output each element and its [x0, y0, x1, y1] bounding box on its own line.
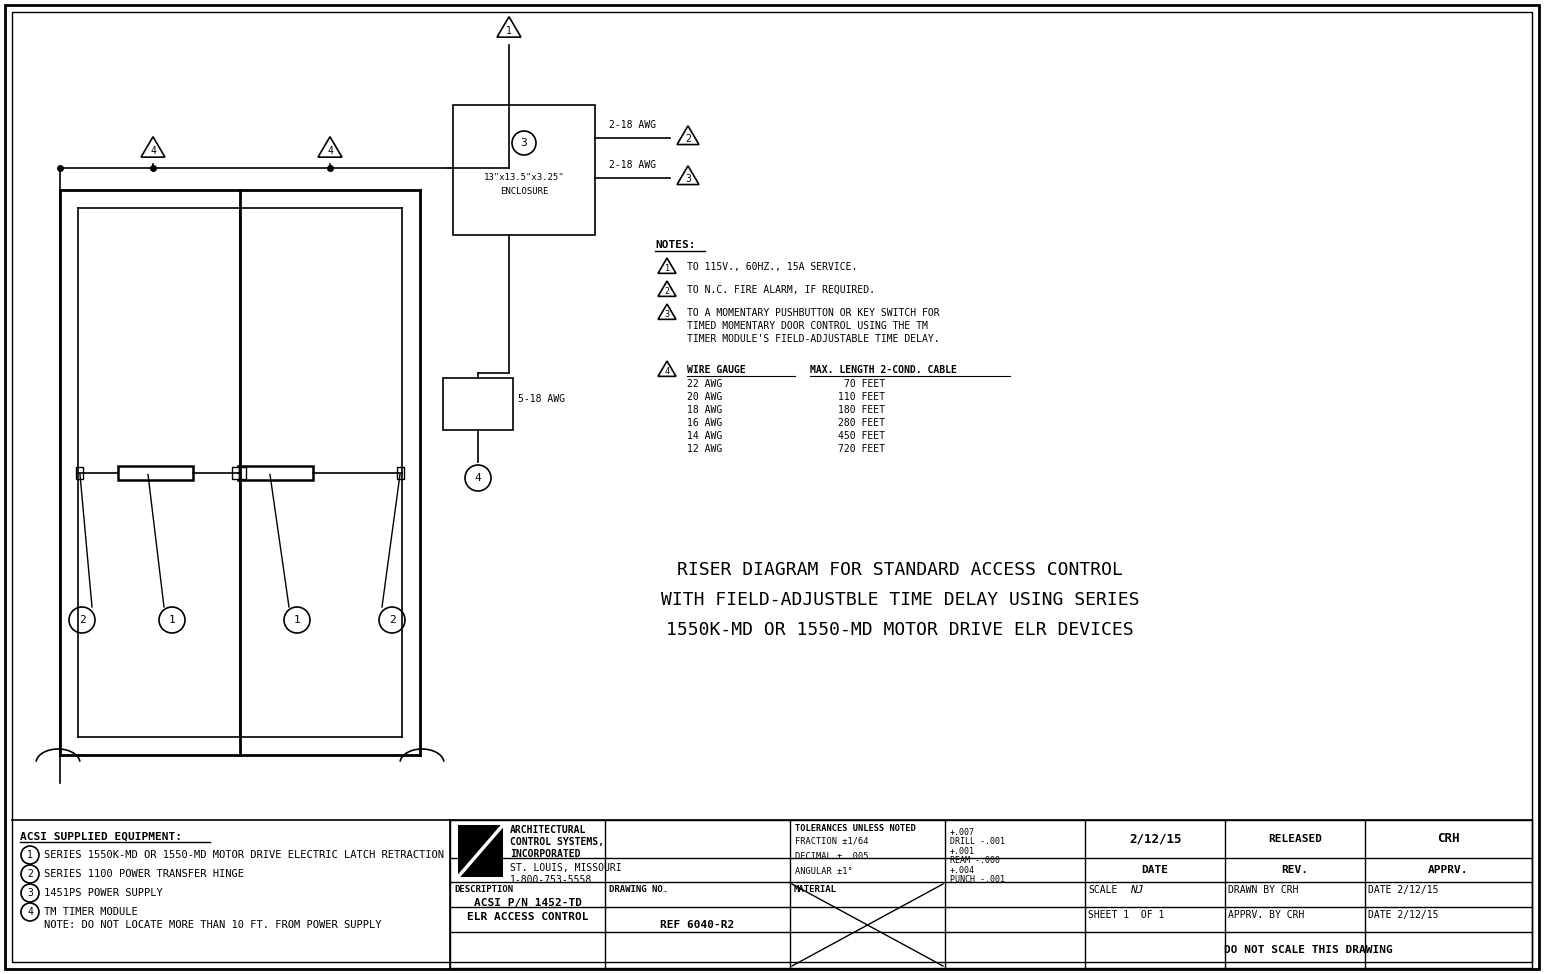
Text: RISER DIAGRAM FOR STANDARD ACCESS CONTROL: RISER DIAGRAM FOR STANDARD ACCESS CONTRO… [678, 561, 1122, 579]
Text: 720 FEET: 720 FEET [838, 444, 885, 454]
Text: +.001: +.001 [950, 847, 974, 856]
Text: DATE 2/12/15: DATE 2/12/15 [1368, 910, 1439, 920]
Text: APPRV. BY CRH: APPRV. BY CRH [1227, 910, 1305, 920]
Text: DECIMAL ± .005: DECIMAL ± .005 [795, 852, 868, 861]
Text: 14 AWG: 14 AWG [687, 431, 723, 441]
Text: ENCLOSURE: ENCLOSURE [500, 187, 548, 196]
Text: WIRE GAUGE: WIRE GAUGE [687, 365, 746, 375]
Text: REAM -.000: REAM -.000 [950, 856, 1001, 865]
Text: PUNCH -.001: PUNCH -.001 [950, 875, 1005, 884]
Text: TOLERANCES UNLESS NOTED: TOLERANCES UNLESS NOTED [795, 824, 916, 833]
Text: 1-800-753-5558: 1-800-753-5558 [510, 875, 593, 885]
Bar [459, 825, 503, 877]
Text: TM TIMER MODULE: TM TIMER MODULE [43, 907, 137, 917]
Text: 1: 1 [28, 850, 32, 860]
Text: NOTES:: NOTES: [655, 240, 695, 250]
Text: 20 AWG: 20 AWG [687, 392, 723, 402]
Text: TO A MOMENTARY PUSHBUTTON OR KEY SWITCH FOR: TO A MOMENTARY PUSHBUTTON OR KEY SWITCH … [687, 308, 940, 318]
Text: MATERIAL: MATERIAL [794, 885, 837, 894]
Text: SCALE: SCALE [1089, 885, 1118, 895]
Text: DATE 2/12/15: DATE 2/12/15 [1368, 885, 1439, 895]
Text: INCORPORATED: INCORPORATED [510, 849, 581, 859]
Text: TIMED MOMENTARY DOOR CONTROL USING THE TM: TIMED MOMENTARY DOOR CONTROL USING THE T… [687, 321, 928, 331]
Bar [459, 862, 476, 877]
Text: 22 AWG: 22 AWG [687, 379, 723, 389]
Text: 2-18 AWG: 2-18 AWG [608, 160, 656, 170]
Text: FRACTION ±1/64: FRACTION ±1/64 [795, 837, 868, 846]
Text: ANGULAR ±1°: ANGULAR ±1° [795, 867, 852, 876]
Text: TO 115V., 60HZ., 15A SERVICE.: TO 115V., 60HZ., 15A SERVICE. [687, 262, 857, 272]
Bar [76, 467, 83, 478]
Text: 180 FEET: 180 FEET [838, 405, 885, 415]
Text: DO NOT SCALE THIS DRAWING: DO NOT SCALE THIS DRAWING [1224, 945, 1393, 955]
Text: DRILL -.001: DRILL -.001 [950, 837, 1005, 846]
Text: 18 AWG: 18 AWG [687, 405, 723, 415]
Text: RELEASED: RELEASED [1268, 834, 1322, 844]
Text: 2/12/15: 2/12/15 [1129, 833, 1181, 845]
Text: 13"x13.5"x3.25": 13"x13.5"x3.25" [483, 173, 564, 182]
Text: 12 AWG: 12 AWG [687, 444, 723, 454]
Text: 4: 4 [28, 907, 32, 917]
Text: 2: 2 [389, 615, 395, 625]
Text: 450 FEET: 450 FEET [838, 431, 885, 441]
Text: 3: 3 [28, 888, 32, 898]
Text: SERIES 1100 POWER TRANSFER HINGE: SERIES 1100 POWER TRANSFER HINGE [43, 869, 244, 879]
Bar [117, 466, 193, 479]
Text: SERIES 1550K-MD OR 1550-MD MOTOR DRIVE ELECTRIC LATCH RETRACTION: SERIES 1550K-MD OR 1550-MD MOTOR DRIVE E… [43, 850, 445, 860]
Text: REF 6040-R2: REF 6040-R2 [661, 920, 735, 930]
Text: APPRV.: APPRV. [1428, 865, 1468, 875]
Text: TIMER MODULE'S FIELD-ADJUSTABLE TIME DELAY.: TIMER MODULE'S FIELD-ADJUSTABLE TIME DEL… [687, 334, 940, 344]
Bar [238, 466, 313, 479]
Text: ELR ACCESS CONTROL: ELR ACCESS CONTROL [466, 912, 588, 922]
Text: 70 FEET: 70 FEET [845, 379, 885, 389]
Text: SHEET 1  OF 1: SHEET 1 OF 1 [1089, 910, 1164, 920]
Text: 3: 3 [664, 311, 670, 319]
Text: NOTE: DO NOT LOCATE MORE THAN 10 FT. FROM POWER SUPPLY: NOTE: DO NOT LOCATE MORE THAN 10 FT. FRO… [43, 920, 381, 930]
Text: 1: 1 [664, 264, 670, 274]
Text: DESCRIPTION: DESCRIPTION [454, 885, 513, 894]
Text: 2: 2 [28, 869, 32, 879]
Text: 4: 4 [664, 367, 670, 376]
Text: 4: 4 [474, 473, 482, 483]
Text: ACSI SUPPLIED EQUIPMENT:: ACSI SUPPLIED EQUIPMENT: [20, 832, 182, 842]
Text: +.004: +.004 [950, 866, 974, 875]
Text: CRH: CRH [1437, 833, 1459, 845]
Text: 16 AWG: 16 AWG [687, 418, 723, 428]
Text: NJ: NJ [1130, 885, 1144, 895]
Bar [397, 467, 405, 478]
Text: 1: 1 [293, 615, 301, 625]
Text: 1451PS POWER SUPPLY: 1451PS POWER SUPPLY [43, 888, 162, 898]
Text: 2-18 AWG: 2-18 AWG [608, 120, 656, 130]
Text: 2: 2 [79, 615, 85, 625]
Text: 2: 2 [686, 134, 690, 144]
Text: REV.: REV. [1282, 865, 1308, 875]
Text: WITH FIELD-ADJUSTBLE TIME DELAY USING SERIES: WITH FIELD-ADJUSTBLE TIME DELAY USING SE… [661, 591, 1139, 609]
Text: DRAWING NO.: DRAWING NO. [608, 885, 669, 894]
Text: 3: 3 [686, 174, 690, 184]
Text: ST. LOUIS, MISSOURI: ST. LOUIS, MISSOURI [510, 863, 622, 873]
Text: 1550K-MD OR 1550-MD MOTOR DRIVE ELR DEVICES: 1550K-MD OR 1550-MD MOTOR DRIVE ELR DEVI… [665, 621, 1133, 639]
Text: 4: 4 [150, 146, 156, 156]
Bar [239, 467, 245, 478]
Bar [443, 378, 513, 430]
Text: ACSI P/N 1452-TD: ACSI P/N 1452-TD [474, 898, 582, 908]
Bar [232, 467, 239, 478]
Text: DRAWN BY CRH: DRAWN BY CRH [1227, 885, 1299, 895]
Bar [452, 105, 594, 235]
Text: ARCHITECTURAL: ARCHITECTURAL [510, 825, 587, 835]
Text: 5-18 AWG: 5-18 AWG [517, 394, 565, 404]
Text: 2: 2 [664, 287, 670, 296]
Text: DATE: DATE [1141, 865, 1169, 875]
Text: 3: 3 [520, 138, 528, 148]
Text: 1: 1 [506, 26, 513, 36]
Text: 1: 1 [168, 615, 176, 625]
Text: CONTROL SYSTEMS,: CONTROL SYSTEMS, [510, 837, 604, 847]
Text: +.007: +.007 [950, 828, 974, 837]
Text: 110 FEET: 110 FEET [838, 392, 885, 402]
Text: 4: 4 [327, 146, 334, 156]
Text: TO N.C. FIRE ALARM, IF REQUIRED.: TO N.C. FIRE ALARM, IF REQUIRED. [687, 285, 875, 295]
Text: MAX. LENGTH 2-COND. CABLE: MAX. LENGTH 2-COND. CABLE [811, 365, 957, 375]
Text: 280 FEET: 280 FEET [838, 418, 885, 428]
